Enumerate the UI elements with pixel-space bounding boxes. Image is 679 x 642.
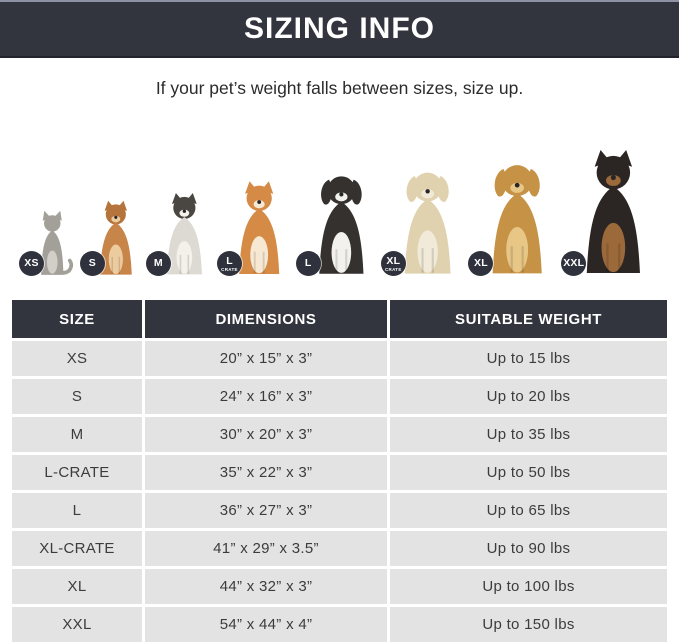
cell-weight: Up to 20 lbs — [390, 379, 667, 414]
cell-size: XS — [12, 341, 142, 376]
table-row: S 24” x 16” x 3” Up to 20 lbs — [12, 379, 667, 414]
size-badge-sublabel: CRATE — [221, 266, 238, 272]
cell-weight: Up to 35 lbs — [390, 417, 667, 452]
cell-dimensions: 24” x 16” x 3” — [145, 379, 387, 414]
pet-xs: XS — [19, 207, 75, 277]
border-collie-illustration — [319, 176, 364, 274]
table-body: XS 20” x 15” x 3” Up to 15 lbs S 24” x 1… — [12, 341, 667, 642]
pet-xl: XL — [468, 157, 555, 277]
cell-dimensions: 44” x 32” x 3” — [145, 569, 387, 604]
cell-weight: Up to 100 lbs — [390, 569, 667, 604]
size-badge-sublabel: CRATE — [384, 266, 402, 272]
cell-size: L-CRATE — [12, 455, 142, 490]
cell-weight: Up to 15 lbs — [390, 341, 667, 376]
size-badge-label: XL — [474, 257, 488, 269]
column-header-dimensions: DIMENSIONS — [145, 300, 387, 338]
cell-dimensions: 30” x 20” x 3” — [145, 417, 387, 452]
cell-dimensions: 20” x 15” x 3” — [145, 341, 387, 376]
page-title: SIZING INFO — [244, 12, 435, 45]
table-row: XXL 54” x 44” x 4” Up to 150 lbs — [12, 607, 667, 642]
table-row: M 30” x 20” x 3” Up to 35 lbs — [12, 417, 667, 452]
size-badge-label: XS — [24, 257, 39, 269]
cat-illustration — [41, 210, 74, 275]
table-row: XS 20” x 15” x 3” Up to 15 lbs — [12, 341, 667, 376]
pet-s: S — [79, 199, 141, 277]
table-header-row: SIZE DIMENSIONS SUITABLE WEIGHT — [12, 300, 667, 338]
cell-dimensions: 35” x 22” x 3” — [145, 455, 387, 490]
cell-weight: Up to 65 lbs — [390, 493, 667, 528]
french-bulldog-illustration — [166, 192, 202, 275]
shiba-inu-illustration — [239, 181, 280, 275]
labrador-illustration — [404, 172, 451, 274]
size-badge-label: M — [153, 257, 163, 269]
cell-size: XXL — [12, 607, 142, 642]
table-row: L 36” x 27” x 3” Up to 65 lbs — [12, 493, 667, 528]
size-badge: L — [295, 251, 321, 276]
cell-size: M — [12, 417, 142, 452]
size-badge-label: XL — [386, 254, 401, 267]
table-row: XL-CRATE 41” x 29” x 3.5” Up to 90 lbs — [12, 531, 667, 566]
cell-dimensions: 36” x 27” x 3” — [145, 493, 387, 528]
size-badge: S — [79, 251, 105, 276]
table-row: L-CRATE 35” x 22” x 3” Up to 50 lbs — [12, 455, 667, 490]
cell-size: XL-CRATE — [12, 531, 142, 566]
table-row: XL 44” x 32” x 3” Up to 100 lbs — [12, 569, 667, 604]
size-badge: XL CRATE — [380, 251, 406, 276]
subtitle: If your pet’s weight falls between sizes… — [155, 78, 524, 98]
size-badge-label: XXL — [563, 257, 585, 269]
golden-retriever-illustration — [493, 165, 543, 274]
cell-size: L — [12, 493, 142, 528]
size-badge: L CRATE — [217, 251, 242, 276]
size-badge: XS — [19, 251, 44, 276]
size-badge: XXL — [561, 251, 587, 276]
size-badge: XL — [468, 251, 494, 276]
pomeranian-illustration — [99, 200, 132, 275]
size-badge-label: L — [226, 254, 233, 267]
title-bar: SIZING INFO — [0, 0, 679, 58]
pet-l-crate: L CRATE — [217, 179, 290, 277]
sizing-table: SIZE DIMENSIONS SUITABLE WEIGHT XS 20” x… — [12, 300, 667, 642]
cell-dimensions: 41” x 29” x 3.5” — [145, 531, 387, 566]
cell-size: S — [12, 379, 142, 414]
cell-weight: Up to 50 lbs — [390, 455, 667, 490]
pet-m: M — [145, 191, 212, 277]
column-header-suitable-weight: SUITABLE WEIGHT — [390, 300, 667, 338]
cell-size: XL — [12, 569, 142, 604]
pet-size-illustrations: XS — [0, 99, 679, 277]
cell-weight: Up to 90 lbs — [390, 531, 667, 566]
cell-weight: Up to 150 lbs — [390, 607, 667, 642]
cell-dimensions: 54” x 44” x 4” — [145, 607, 387, 642]
pet-xl-crate: XL CRATE — [380, 165, 463, 277]
size-badge-label: L — [304, 257, 312, 269]
doberman-illustration — [586, 149, 641, 274]
column-header-size: SIZE — [12, 300, 142, 338]
pet-xxl: XXL — [561, 147, 655, 277]
pet-l: L — [295, 169, 376, 277]
size-badge-label: S — [88, 257, 97, 269]
size-badge: M — [145, 251, 171, 276]
